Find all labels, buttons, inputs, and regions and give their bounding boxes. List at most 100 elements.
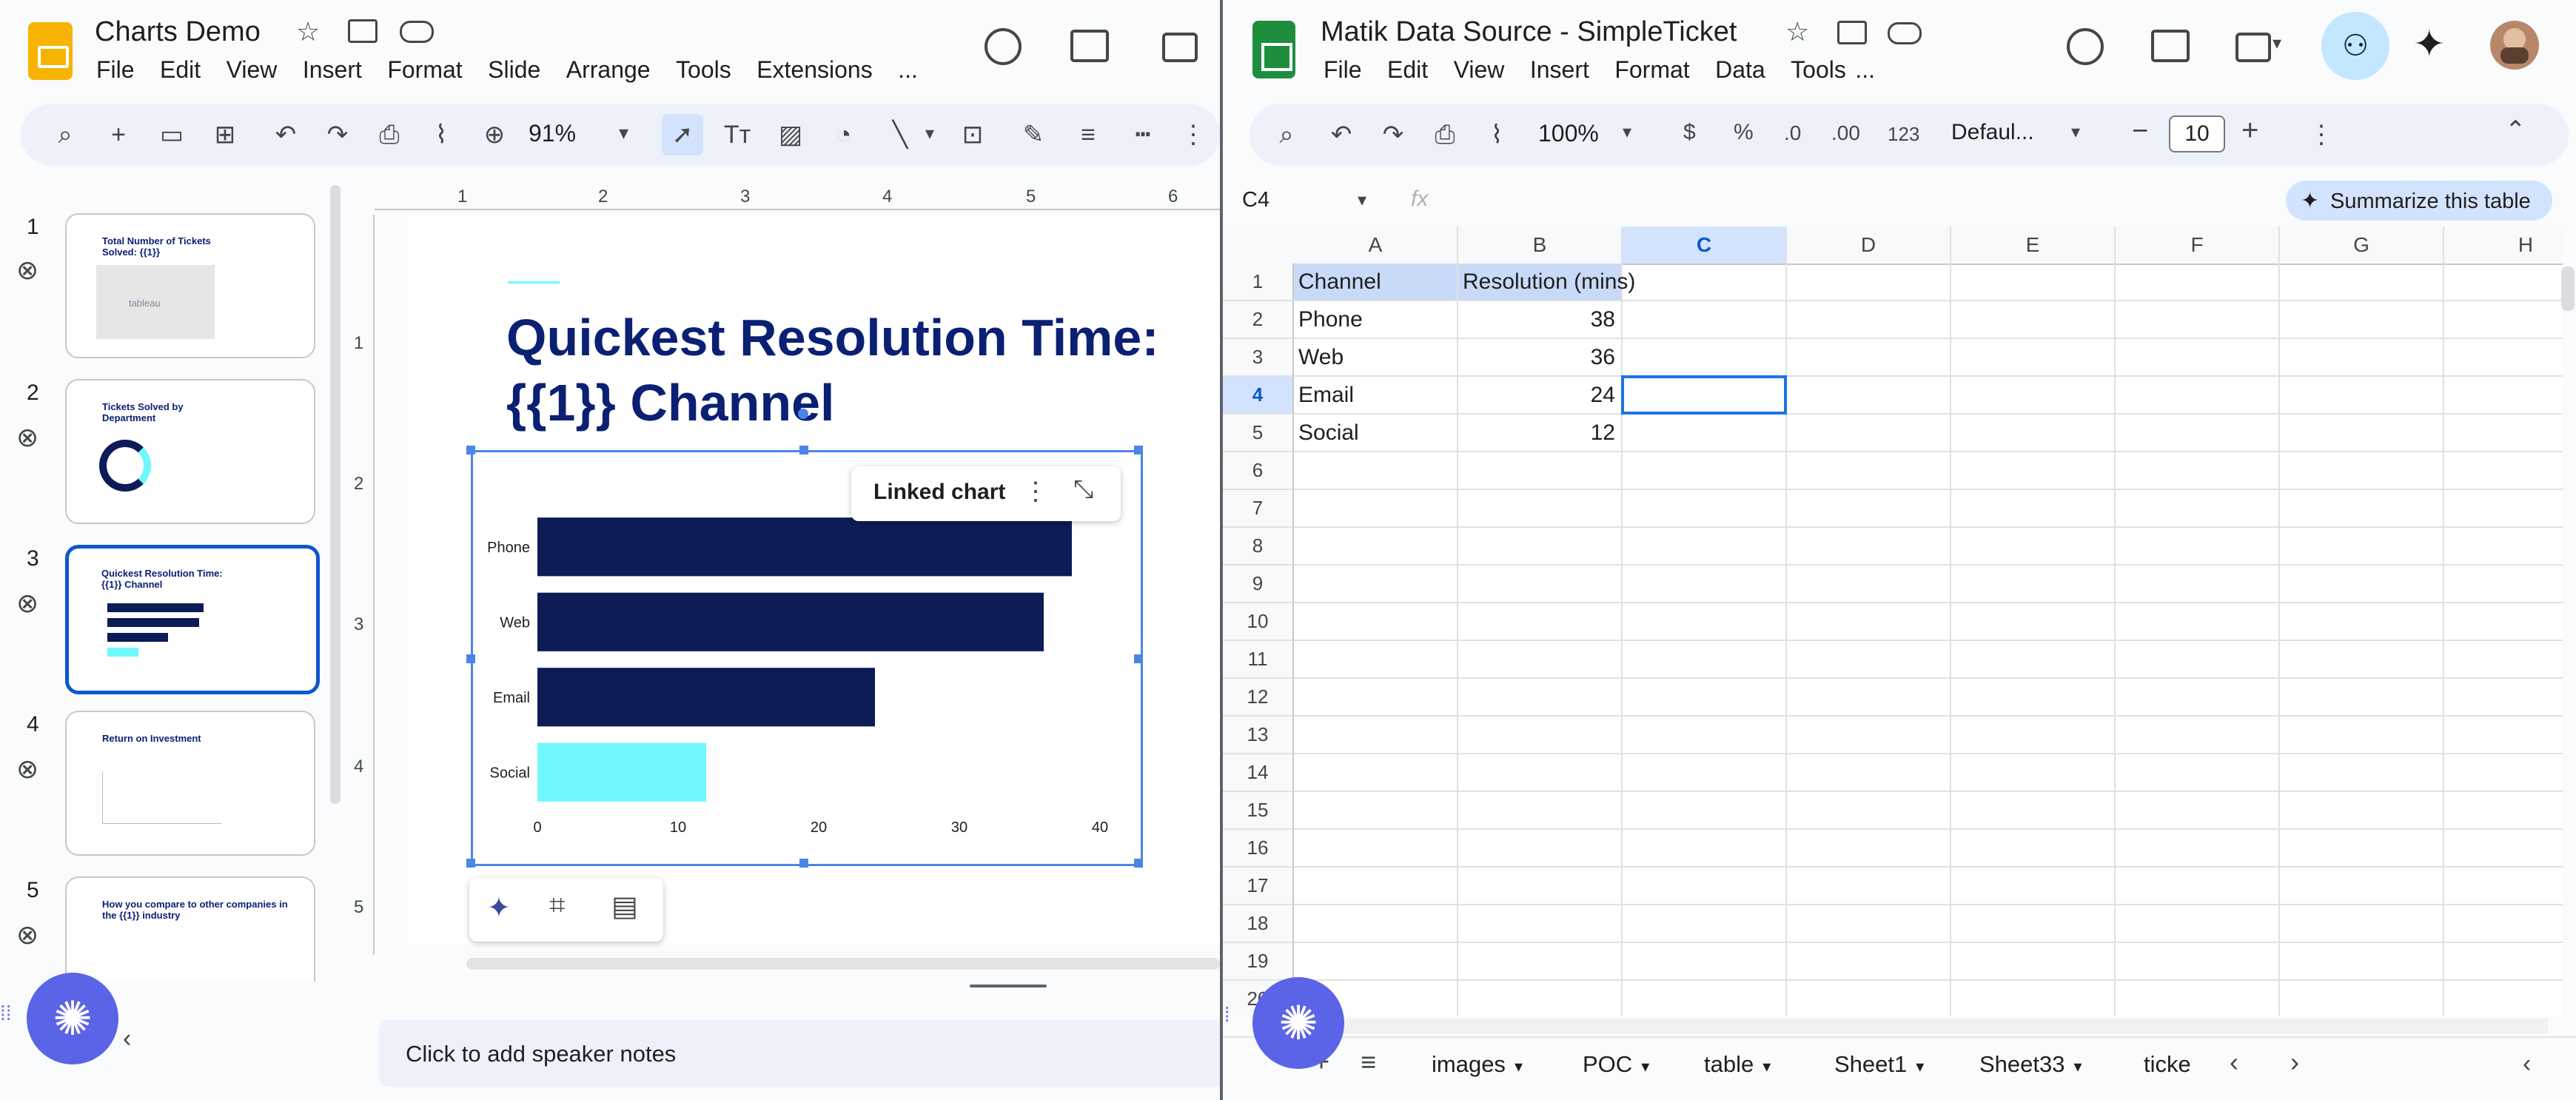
meet-dropdown-icon[interactable]: ▾ — [2273, 33, 2282, 53]
resize-handle[interactable] — [1134, 859, 1143, 868]
line-dropdown-icon[interactable]: ▾ — [925, 124, 935, 144]
row-header[interactable]: 2 — [1223, 301, 1294, 339]
star-icon[interactable]: ☆ — [1785, 16, 1810, 47]
column-header[interactable]: E — [1951, 227, 2116, 265]
meet-icon[interactable] — [2235, 33, 2271, 62]
menu-view[interactable]: View — [1453, 56, 1505, 83]
cell-b1[interactable]: Resolution (mins) — [1458, 264, 1635, 300]
menu-data[interactable]: Data — [1715, 56, 1765, 83]
menu-arrange[interactable]: Arrange — [566, 56, 651, 83]
tab-scroll-right-icon[interactable]: › — [2290, 1047, 2299, 1077]
print-icon[interactable]: ⎙ — [379, 120, 400, 149]
doc-title[interactable]: Matik Data Source - SimpleTicket — [1321, 16, 1737, 47]
resize-handle[interactable] — [799, 446, 808, 455]
share-button[interactable]: ⚇ — [2321, 12, 2389, 80]
row-header[interactable]: 11 — [1223, 641, 1294, 679]
history-icon[interactable] — [985, 28, 1022, 65]
column-header[interactable]: F — [2116, 227, 2280, 265]
search-menus-icon[interactable]: ⌕ — [1279, 120, 1294, 149]
font-size-input[interactable]: 10 — [2169, 115, 2225, 152]
row-header[interactable]: 4 — [1223, 377, 1294, 415]
matik-grip-icon[interactable]: ⁞⁞ — [0, 1002, 12, 1024]
slide-title[interactable]: Quickest Resolution Time: {{1}} Channel — [506, 305, 1159, 435]
cell-value[interactable]: 38 — [1590, 307, 1615, 332]
menu-format[interactable]: Format — [1614, 56, 1690, 83]
font-dropdown-icon[interactable]: ▾ — [2071, 122, 2081, 142]
zoom-select[interactable]: 91% — [529, 120, 577, 147]
matik-launcher-button[interactable]: ✺ — [1252, 977, 1344, 1069]
resize-handle[interactable] — [1134, 654, 1143, 663]
format-options-icon[interactable]: ▤ — [611, 891, 638, 922]
column-header[interactable]: C — [1623, 227, 1787, 265]
slides-app-icon[interactable] — [28, 22, 73, 80]
history-icon[interactable] — [2067, 28, 2104, 65]
tab-dropdown-icon[interactable]: ▾ — [1641, 1057, 1650, 1076]
tab-dropdown-icon[interactable]: ▾ — [1762, 1057, 1771, 1076]
star-icon[interactable]: ☆ — [296, 16, 321, 47]
linked-icon[interactable]: ⊗ — [16, 754, 39, 784]
border-weight-icon[interactable]: ≡ — [1081, 120, 1096, 149]
resize-handle[interactable] — [466, 446, 475, 455]
speaker-notes[interactable]: Click to add speaker notes — [379, 1020, 1220, 1087]
row-header[interactable]: 18 — [1223, 905, 1294, 943]
cell-channel[interactable]: Phone — [1298, 307, 1363, 332]
summarize-table-button[interactable]: ✦ Summarize this table — [2286, 181, 2552, 221]
linked-icon[interactable]: ⊗ — [16, 422, 39, 452]
menu-file[interactable]: File — [1324, 56, 1362, 83]
column-header[interactable]: D — [1787, 227, 1951, 265]
percent-format[interactable]: % — [1734, 120, 1754, 144]
zoom-dropdown-icon[interactable]: ▾ — [1623, 122, 1632, 142]
tab-scroll-left-icon[interactable]: ‹ — [2230, 1047, 2238, 1077]
menu-more[interactable]: ... — [1855, 56, 1875, 83]
linked-icon[interactable]: ⊗ — [16, 255, 39, 285]
explore-icon[interactable]: ✦ — [487, 893, 511, 924]
cell-channel[interactable]: Social — [1298, 420, 1359, 445]
slide-thumbnail-2[interactable]: Tickets Solved by Department — [65, 379, 315, 524]
filmstrip-scrollbar[interactable] — [330, 185, 341, 804]
row-header[interactable]: 17 — [1223, 868, 1294, 905]
redo-icon[interactable]: ↷ — [1382, 121, 1404, 149]
doc-title[interactable]: Charts Demo — [95, 16, 261, 47]
image-icon[interactable]: ▨ — [778, 121, 803, 149]
meet-icon[interactable] — [1162, 33, 1198, 62]
notes-resize-handle[interactable] — [970, 985, 1047, 987]
row-header[interactable]: 14 — [1223, 754, 1294, 792]
spreadsheet-grid[interactable]: ABCDEFGH12345678910111213141516171819202… — [1223, 227, 2563, 1016]
row-header[interactable]: 1 — [1223, 264, 1294, 301]
linked-icon[interactable]: ⊗ — [16, 588, 39, 618]
slide-thumbnail-3[interactable]: Quickest Resolution Time: {{1}} Channel — [65, 545, 320, 694]
toolbar-more-icon[interactable]: ⋮ — [2309, 121, 2334, 149]
line-icon[interactable]: ╲ — [892, 121, 908, 149]
formula-input[interactable] — [1445, 184, 2022, 218]
row-header[interactable]: 19 — [1223, 943, 1294, 981]
menu-edit[interactable]: Edit — [1387, 56, 1429, 83]
sheet-bar-chart[interactable]: 0102030PhoneWebEmailSocial — [2363, 406, 2576, 962]
row-header[interactable]: 9 — [1223, 566, 1294, 603]
menu-format[interactable]: Format — [387, 56, 463, 83]
menu-tools[interactable]: Tools — [1791, 56, 1846, 83]
collapse-menus-icon[interactable]: ⌃ — [2505, 116, 2526, 144]
select-tool-icon[interactable]: ➚ — [662, 114, 703, 155]
row-header[interactable]: 12 — [1223, 679, 1294, 717]
row-header[interactable]: 7 — [1223, 490, 1294, 528]
menu-tools[interactable]: Tools — [676, 56, 731, 83]
font-select[interactable]: Defaul... — [1951, 120, 2034, 144]
tab-dropdown-icon[interactable]: ▾ — [2073, 1057, 2082, 1076]
name-box[interactable]: C4 — [1242, 188, 1270, 212]
name-box-dropdown-icon[interactable]: ▾ — [1358, 190, 1367, 210]
collapse-filmstrip-icon[interactable]: ‹ — [123, 1024, 132, 1053]
avatar[interactable] — [2490, 21, 2539, 70]
menu-file[interactable]: File — [96, 56, 135, 83]
paint-format-icon[interactable]: ⌇ — [1490, 121, 1503, 149]
comment-icon[interactable] — [2151, 30, 2190, 62]
select-all-corner[interactable] — [1223, 227, 1295, 265]
kebab-menu-icon[interactable]: ⋮ — [1023, 477, 1048, 506]
matik-launcher-button[interactable]: ✺ — [27, 973, 118, 1064]
currency-format[interactable]: $ — [1683, 120, 1696, 144]
cell-channel[interactable]: Web — [1298, 345, 1344, 369]
tab-dropdown-icon[interactable]: ▾ — [1514, 1057, 1523, 1076]
decrease-decimal[interactable]: .0 — [1784, 121, 1802, 144]
new-slide-icon[interactable]: + — [111, 120, 126, 149]
side-panel-toggle-icon[interactable]: ‹ — [2523, 1050, 2532, 1078]
zoom-dropdown-icon[interactable]: ▾ — [619, 121, 629, 144]
